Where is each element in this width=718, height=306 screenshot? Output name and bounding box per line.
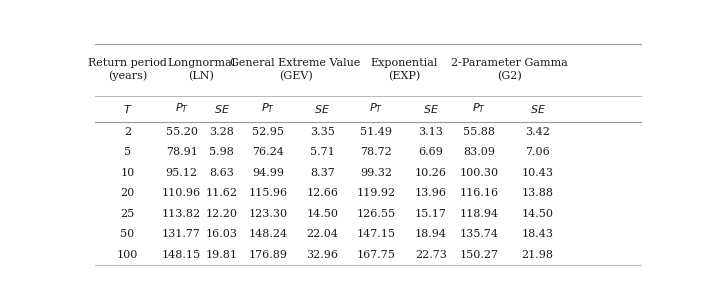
- Text: 118.94: 118.94: [460, 209, 499, 219]
- Text: 147.15: 147.15: [357, 230, 396, 240]
- Text: $SE$: $SE$: [213, 103, 230, 114]
- Text: 52.95: 52.95: [252, 127, 284, 137]
- Text: 22.73: 22.73: [415, 250, 447, 260]
- Text: 5.71: 5.71: [310, 147, 335, 157]
- Text: 16.03: 16.03: [205, 230, 238, 240]
- Text: 126.55: 126.55: [357, 209, 396, 219]
- Text: 7.06: 7.06: [526, 147, 550, 157]
- Text: $SE$: $SE$: [423, 103, 439, 114]
- Text: 115.96: 115.96: [248, 188, 287, 198]
- Text: $SE$: $SE$: [530, 103, 546, 114]
- Text: 94.99: 94.99: [252, 168, 284, 178]
- Text: 51.49: 51.49: [360, 127, 392, 137]
- Text: 78.91: 78.91: [166, 147, 197, 157]
- Text: $P_T$: $P_T$: [261, 102, 275, 115]
- Text: 100.30: 100.30: [460, 168, 499, 178]
- Text: 119.92: 119.92: [357, 188, 396, 198]
- Text: 167.75: 167.75: [357, 250, 396, 260]
- Text: 113.82: 113.82: [162, 209, 201, 219]
- Text: 21.98: 21.98: [522, 250, 554, 260]
- Text: 3.42: 3.42: [526, 127, 550, 137]
- Text: $P_T$: $P_T$: [369, 102, 383, 115]
- Text: 176.89: 176.89: [248, 250, 287, 260]
- Text: Return period
(years): Return period (years): [88, 58, 167, 81]
- Text: Longnormal
(LN): Longnormal (LN): [167, 58, 236, 81]
- Text: 10.43: 10.43: [522, 168, 554, 178]
- Text: 19.81: 19.81: [205, 250, 238, 260]
- Text: $P_T$: $P_T$: [472, 102, 486, 115]
- Text: 6.69: 6.69: [419, 147, 443, 157]
- Text: 18.43: 18.43: [522, 230, 554, 240]
- Text: 50: 50: [121, 230, 135, 240]
- Text: 5.98: 5.98: [209, 147, 234, 157]
- Text: 12.20: 12.20: [205, 209, 238, 219]
- Text: $T$: $T$: [123, 103, 132, 114]
- Text: 8.63: 8.63: [209, 168, 234, 178]
- Text: 3.28: 3.28: [209, 127, 234, 137]
- Text: 14.50: 14.50: [307, 209, 338, 219]
- Text: 8.37: 8.37: [310, 168, 335, 178]
- Text: 3.35: 3.35: [310, 127, 335, 137]
- Text: 100: 100: [117, 250, 139, 260]
- Text: 18.94: 18.94: [415, 230, 447, 240]
- Text: 55.20: 55.20: [166, 127, 197, 137]
- Text: 99.32: 99.32: [360, 168, 392, 178]
- Text: 20: 20: [121, 188, 135, 198]
- Text: 150.27: 150.27: [460, 250, 499, 260]
- Text: 55.88: 55.88: [463, 127, 495, 137]
- Text: 95.12: 95.12: [166, 168, 197, 178]
- Text: 12.66: 12.66: [307, 188, 338, 198]
- Text: 2-Parameter Gamma
(G2): 2-Parameter Gamma (G2): [452, 58, 569, 81]
- Text: 5: 5: [124, 147, 131, 157]
- Text: General Extreme Value
(GEV): General Extreme Value (GEV): [230, 58, 361, 81]
- Text: 131.77: 131.77: [162, 230, 201, 240]
- Text: 78.72: 78.72: [360, 147, 392, 157]
- Text: $P_T$: $P_T$: [174, 102, 189, 115]
- Text: 22.04: 22.04: [307, 230, 338, 240]
- Text: 32.96: 32.96: [307, 250, 338, 260]
- Text: 13.88: 13.88: [522, 188, 554, 198]
- Text: 2: 2: [124, 127, 131, 137]
- Text: $SE$: $SE$: [314, 103, 330, 114]
- Text: 13.96: 13.96: [415, 188, 447, 198]
- Text: 25: 25: [121, 209, 135, 219]
- Text: 110.96: 110.96: [162, 188, 201, 198]
- Text: 148.15: 148.15: [162, 250, 201, 260]
- Text: 135.74: 135.74: [460, 230, 499, 240]
- Text: 10: 10: [121, 168, 135, 178]
- Text: Exponential
(EXP): Exponential (EXP): [370, 58, 438, 81]
- Text: 116.16: 116.16: [460, 188, 499, 198]
- Text: 123.30: 123.30: [248, 209, 287, 219]
- Text: 10.26: 10.26: [415, 168, 447, 178]
- Text: 148.24: 148.24: [248, 230, 287, 240]
- Text: 76.24: 76.24: [252, 147, 284, 157]
- Text: 11.62: 11.62: [205, 188, 238, 198]
- Text: 3.13: 3.13: [419, 127, 443, 137]
- Text: 14.50: 14.50: [522, 209, 554, 219]
- Text: 83.09: 83.09: [463, 147, 495, 157]
- Text: 15.17: 15.17: [415, 209, 447, 219]
